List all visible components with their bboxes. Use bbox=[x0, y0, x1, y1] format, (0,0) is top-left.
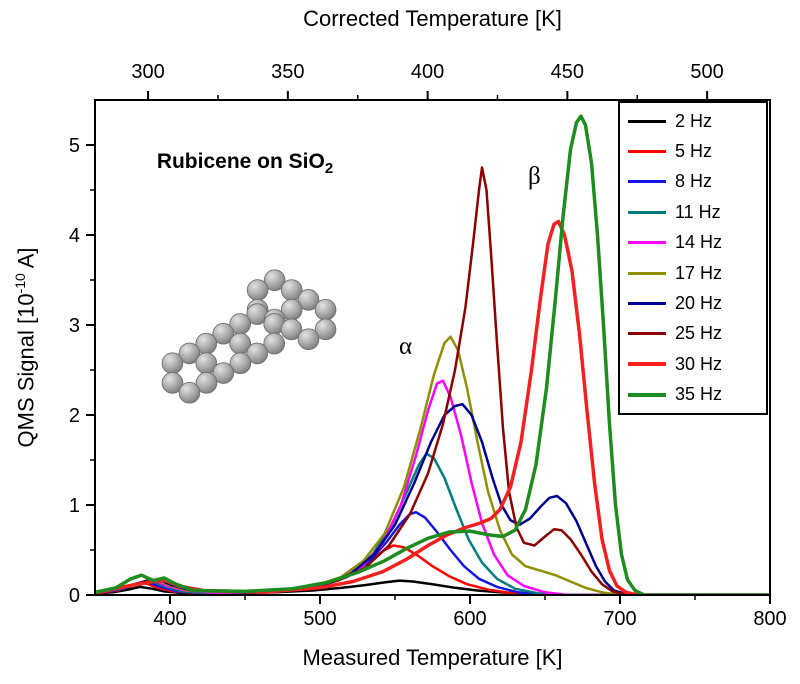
y-axis-title-unit: A] bbox=[13, 247, 39, 274]
legend-item-17-hz: 17 Hz bbox=[620, 258, 766, 288]
legend-item-25-hz: 25 Hz bbox=[620, 319, 766, 349]
top-axis-title: Corrected Temperature [K] bbox=[303, 6, 562, 31]
legend-item-30-hz: 30 Hz bbox=[620, 349, 766, 379]
carbon-atom-sphere bbox=[229, 352, 252, 375]
legend-line-swatch bbox=[628, 332, 666, 336]
legend-label: 20 Hz bbox=[675, 293, 723, 314]
legend-item-2-hz: 2 Hz bbox=[620, 106, 766, 136]
x-tick-label: 600 bbox=[453, 608, 486, 630]
series-group bbox=[95, 114, 770, 595]
x-tick-label: 700 bbox=[603, 608, 636, 630]
top-tick-label: 400 bbox=[411, 61, 444, 83]
legend-label: 17 Hz bbox=[675, 262, 723, 283]
y-tick-label: 2 bbox=[69, 405, 80, 427]
carbon-atom-sphere bbox=[246, 342, 269, 365]
carbon-atom-sphere bbox=[246, 279, 269, 301]
series-line-35-hz bbox=[95, 114, 770, 595]
x-tick-label: 500 bbox=[303, 608, 336, 630]
carbon-atom-sphere bbox=[297, 328, 320, 350]
legend-item-35-hz: 35 Hz bbox=[620, 380, 766, 410]
top-tick-label: 300 bbox=[131, 61, 164, 83]
carbon-atom-sphere bbox=[280, 318, 303, 341]
legend-line-swatch bbox=[628, 302, 666, 306]
legend-line-swatch bbox=[628, 180, 666, 184]
legend-label: 5 Hz bbox=[675, 141, 713, 162]
legend-label: 11 Hz bbox=[675, 201, 721, 222]
legend-item-14-hz: 14 Hz bbox=[620, 228, 766, 258]
rubicene-molecule-illustration bbox=[161, 269, 337, 404]
top-tick-label: 500 bbox=[690, 61, 723, 83]
carbon-atom-sphere bbox=[212, 362, 235, 384]
carbon-atom-sphere bbox=[161, 352, 184, 375]
legend-label: 2 Hz bbox=[675, 110, 713, 131]
carbon-atom-sphere bbox=[314, 298, 337, 321]
carbon-atom-sphere bbox=[178, 381, 201, 404]
sample-annotation-subscript: 2 bbox=[324, 160, 334, 178]
carbon-atom-sphere bbox=[178, 342, 201, 365]
y-axis-title: QMS Signal [10-10 A] bbox=[12, 100, 39, 595]
legend-line-swatch bbox=[628, 362, 666, 367]
sample-annotation-text: Rubicene on SiO bbox=[156, 150, 325, 173]
top-tick-label: 350 bbox=[271, 61, 304, 83]
beta-peak-label: β bbox=[528, 163, 541, 190]
x-tick-label: 400 bbox=[153, 608, 186, 630]
y-tick-label: 0 bbox=[69, 585, 80, 607]
legend-line-swatch bbox=[628, 271, 666, 275]
legend-label: 35 Hz bbox=[675, 384, 723, 405]
x-tick-label: 800 bbox=[753, 608, 786, 630]
legend-line-swatch bbox=[628, 119, 666, 123]
legend-label: 25 Hz bbox=[675, 323, 723, 344]
carbon-atom-sphere bbox=[195, 372, 218, 394]
y-axis-title-exponent: -10 bbox=[12, 273, 28, 294]
legend-line-swatch bbox=[628, 392, 666, 397]
y-tick-label: 4 bbox=[69, 225, 80, 247]
legend-line-swatch bbox=[628, 241, 666, 245]
legend-line-swatch bbox=[628, 210, 666, 214]
alpha-peak-label: α bbox=[399, 333, 413, 360]
series-line-2-hz bbox=[95, 579, 770, 595]
plot-frame bbox=[94, 99, 771, 596]
carbon-atom-sphere bbox=[297, 289, 320, 311]
y-tick-label: 3 bbox=[69, 315, 80, 337]
series-line-11-hz bbox=[95, 452, 770, 595]
legend-label: 8 Hz bbox=[675, 171, 713, 192]
legend-item-11-hz: 11 Hz bbox=[620, 197, 766, 227]
carbon-atom-sphere bbox=[263, 332, 286, 355]
carbon-atom-sphere bbox=[314, 318, 337, 341]
series-line-8-hz bbox=[95, 510, 770, 595]
y-tick-label: 5 bbox=[69, 135, 80, 157]
legend: 2 Hz 5 Hz 8 Hz 11 Hz 14 Hz 17 Hz 20 Hz 25 Hz 30 … bbox=[618, 101, 768, 415]
legend-item-5-hz: 5 Hz bbox=[620, 136, 766, 166]
top-tick-label: 450 bbox=[551, 61, 584, 83]
legend-label: 30 Hz bbox=[675, 353, 723, 374]
bottom-axis-title: Measured Temperature [K] bbox=[302, 645, 563, 670]
legend-item-20-hz: 20 Hz bbox=[620, 288, 766, 318]
carbon-atom-sphere bbox=[263, 269, 286, 292]
carbon-atom-sphere bbox=[161, 372, 184, 394]
y-axis-title-main: QMS Signal [10 bbox=[13, 293, 39, 448]
legend-line-swatch bbox=[628, 150, 666, 154]
legend-label: 14 Hz bbox=[675, 232, 723, 253]
sample-annotation: Rubicene on SiO2 bbox=[95, 150, 395, 177]
carbon-atom-sphere bbox=[212, 322, 235, 345]
legend-item-8-hz: 8 Hz bbox=[620, 167, 766, 197]
y-tick-label: 1 bbox=[69, 495, 80, 517]
